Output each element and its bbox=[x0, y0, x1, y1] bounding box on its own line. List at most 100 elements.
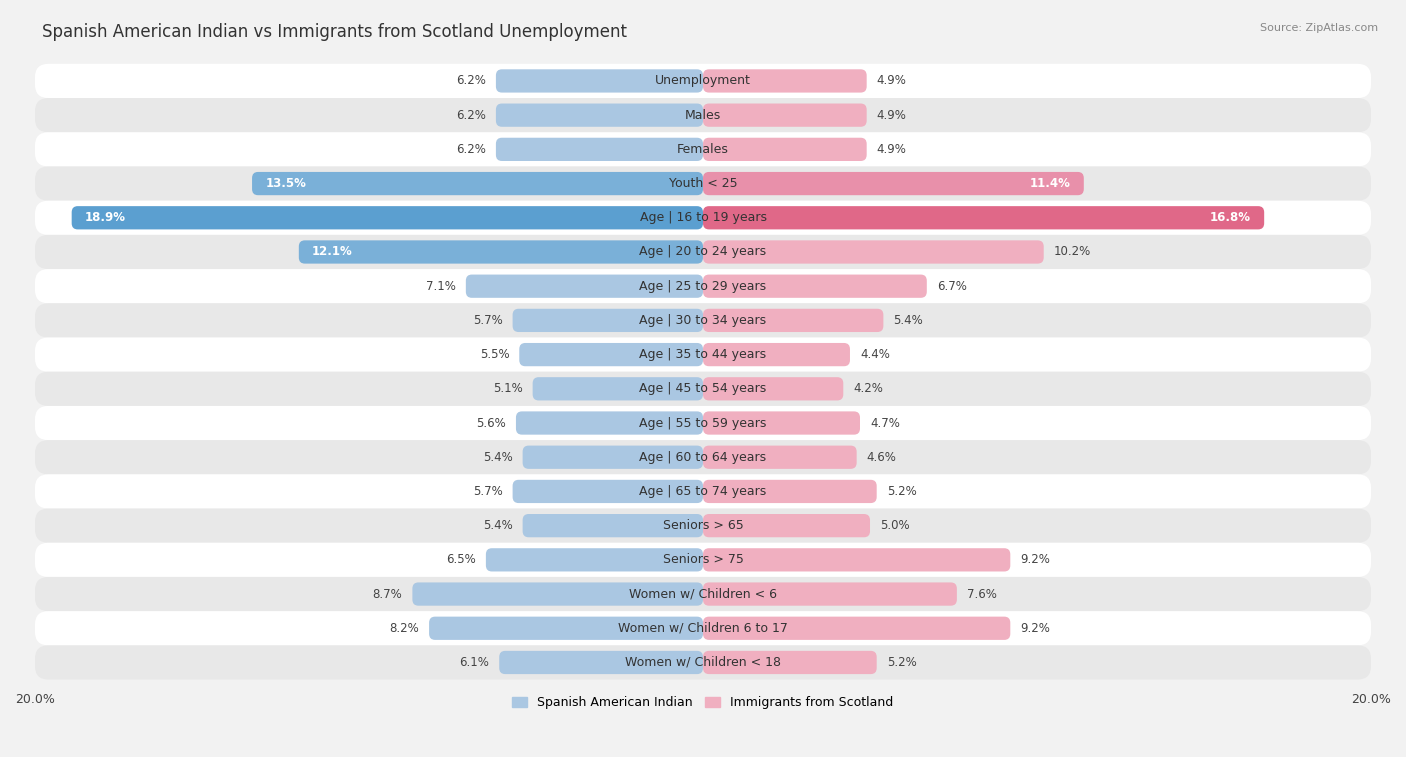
FancyBboxPatch shape bbox=[35, 611, 1371, 646]
Text: 5.6%: 5.6% bbox=[477, 416, 506, 429]
Text: 16.8%: 16.8% bbox=[1209, 211, 1251, 224]
FancyBboxPatch shape bbox=[523, 446, 703, 469]
FancyBboxPatch shape bbox=[486, 548, 703, 572]
Text: Age | 25 to 29 years: Age | 25 to 29 years bbox=[640, 279, 766, 293]
Text: Age | 35 to 44 years: Age | 35 to 44 years bbox=[640, 348, 766, 361]
FancyBboxPatch shape bbox=[703, 70, 866, 92]
FancyBboxPatch shape bbox=[299, 241, 703, 263]
FancyBboxPatch shape bbox=[35, 64, 1371, 98]
Text: Women w/ Children < 6: Women w/ Children < 6 bbox=[628, 587, 778, 600]
FancyBboxPatch shape bbox=[499, 651, 703, 674]
Text: 5.4%: 5.4% bbox=[893, 314, 924, 327]
FancyBboxPatch shape bbox=[35, 509, 1371, 543]
Text: Females: Females bbox=[678, 143, 728, 156]
FancyBboxPatch shape bbox=[72, 206, 703, 229]
Text: Age | 55 to 59 years: Age | 55 to 59 years bbox=[640, 416, 766, 429]
Text: Age | 65 to 74 years: Age | 65 to 74 years bbox=[640, 485, 766, 498]
Text: 8.2%: 8.2% bbox=[389, 621, 419, 635]
Text: 8.7%: 8.7% bbox=[373, 587, 402, 600]
Text: 5.2%: 5.2% bbox=[887, 656, 917, 669]
Text: 5.4%: 5.4% bbox=[482, 519, 513, 532]
FancyBboxPatch shape bbox=[523, 514, 703, 537]
FancyBboxPatch shape bbox=[35, 98, 1371, 132]
Text: 5.1%: 5.1% bbox=[494, 382, 523, 395]
Text: 12.1%: 12.1% bbox=[312, 245, 353, 258]
Text: 5.7%: 5.7% bbox=[472, 485, 502, 498]
Text: 6.1%: 6.1% bbox=[460, 656, 489, 669]
FancyBboxPatch shape bbox=[516, 411, 703, 435]
FancyBboxPatch shape bbox=[35, 406, 1371, 440]
FancyBboxPatch shape bbox=[465, 275, 703, 298]
FancyBboxPatch shape bbox=[35, 475, 1371, 509]
FancyBboxPatch shape bbox=[35, 167, 1371, 201]
FancyBboxPatch shape bbox=[35, 440, 1371, 475]
FancyBboxPatch shape bbox=[35, 646, 1371, 680]
Text: 6.2%: 6.2% bbox=[456, 74, 486, 88]
Text: 4.4%: 4.4% bbox=[860, 348, 890, 361]
FancyBboxPatch shape bbox=[703, 617, 1011, 640]
FancyBboxPatch shape bbox=[703, 343, 851, 366]
FancyBboxPatch shape bbox=[703, 480, 877, 503]
Text: 4.7%: 4.7% bbox=[870, 416, 900, 429]
Text: 9.2%: 9.2% bbox=[1021, 553, 1050, 566]
Text: 5.0%: 5.0% bbox=[880, 519, 910, 532]
Text: 13.5%: 13.5% bbox=[266, 177, 307, 190]
FancyBboxPatch shape bbox=[703, 548, 1011, 572]
Text: 4.9%: 4.9% bbox=[877, 143, 907, 156]
FancyBboxPatch shape bbox=[513, 309, 703, 332]
Text: 9.2%: 9.2% bbox=[1021, 621, 1050, 635]
Text: Age | 30 to 34 years: Age | 30 to 34 years bbox=[640, 314, 766, 327]
Text: Age | 20 to 24 years: Age | 20 to 24 years bbox=[640, 245, 766, 258]
Text: Spanish American Indian vs Immigrants from Scotland Unemployment: Spanish American Indian vs Immigrants fr… bbox=[42, 23, 627, 41]
Text: Seniors > 65: Seniors > 65 bbox=[662, 519, 744, 532]
FancyBboxPatch shape bbox=[703, 172, 1084, 195]
FancyBboxPatch shape bbox=[703, 377, 844, 400]
Text: Age | 45 to 54 years: Age | 45 to 54 years bbox=[640, 382, 766, 395]
Legend: Spanish American Indian, Immigrants from Scotland: Spanish American Indian, Immigrants from… bbox=[508, 691, 898, 714]
FancyBboxPatch shape bbox=[35, 304, 1371, 338]
FancyBboxPatch shape bbox=[703, 582, 957, 606]
FancyBboxPatch shape bbox=[703, 514, 870, 537]
FancyBboxPatch shape bbox=[412, 582, 703, 606]
Text: 4.2%: 4.2% bbox=[853, 382, 883, 395]
Text: 6.2%: 6.2% bbox=[456, 143, 486, 156]
Text: Source: ZipAtlas.com: Source: ZipAtlas.com bbox=[1260, 23, 1378, 33]
FancyBboxPatch shape bbox=[533, 377, 703, 400]
Text: 7.1%: 7.1% bbox=[426, 279, 456, 293]
FancyBboxPatch shape bbox=[703, 275, 927, 298]
Text: Age | 60 to 64 years: Age | 60 to 64 years bbox=[640, 450, 766, 464]
FancyBboxPatch shape bbox=[703, 446, 856, 469]
FancyBboxPatch shape bbox=[703, 206, 1264, 229]
FancyBboxPatch shape bbox=[496, 70, 703, 92]
Text: 6.7%: 6.7% bbox=[936, 279, 967, 293]
FancyBboxPatch shape bbox=[35, 201, 1371, 235]
Text: 10.2%: 10.2% bbox=[1053, 245, 1091, 258]
Text: 6.2%: 6.2% bbox=[456, 109, 486, 122]
FancyBboxPatch shape bbox=[703, 138, 866, 161]
Text: 5.2%: 5.2% bbox=[887, 485, 917, 498]
Text: 4.9%: 4.9% bbox=[877, 109, 907, 122]
FancyBboxPatch shape bbox=[252, 172, 703, 195]
FancyBboxPatch shape bbox=[703, 241, 1043, 263]
FancyBboxPatch shape bbox=[703, 309, 883, 332]
Text: Women w/ Children 6 to 17: Women w/ Children 6 to 17 bbox=[619, 621, 787, 635]
FancyBboxPatch shape bbox=[513, 480, 703, 503]
FancyBboxPatch shape bbox=[35, 543, 1371, 577]
FancyBboxPatch shape bbox=[496, 104, 703, 126]
Text: 5.4%: 5.4% bbox=[482, 450, 513, 464]
Text: 4.6%: 4.6% bbox=[866, 450, 897, 464]
FancyBboxPatch shape bbox=[35, 235, 1371, 269]
Text: Unemployment: Unemployment bbox=[655, 74, 751, 88]
Text: Youth < 25: Youth < 25 bbox=[669, 177, 737, 190]
Text: 11.4%: 11.4% bbox=[1029, 177, 1070, 190]
FancyBboxPatch shape bbox=[703, 411, 860, 435]
FancyBboxPatch shape bbox=[35, 269, 1371, 304]
FancyBboxPatch shape bbox=[35, 577, 1371, 611]
Text: 6.5%: 6.5% bbox=[446, 553, 475, 566]
Text: 18.9%: 18.9% bbox=[84, 211, 127, 224]
Text: 5.5%: 5.5% bbox=[479, 348, 509, 361]
Text: Males: Males bbox=[685, 109, 721, 122]
FancyBboxPatch shape bbox=[496, 138, 703, 161]
FancyBboxPatch shape bbox=[519, 343, 703, 366]
Text: 5.7%: 5.7% bbox=[472, 314, 502, 327]
